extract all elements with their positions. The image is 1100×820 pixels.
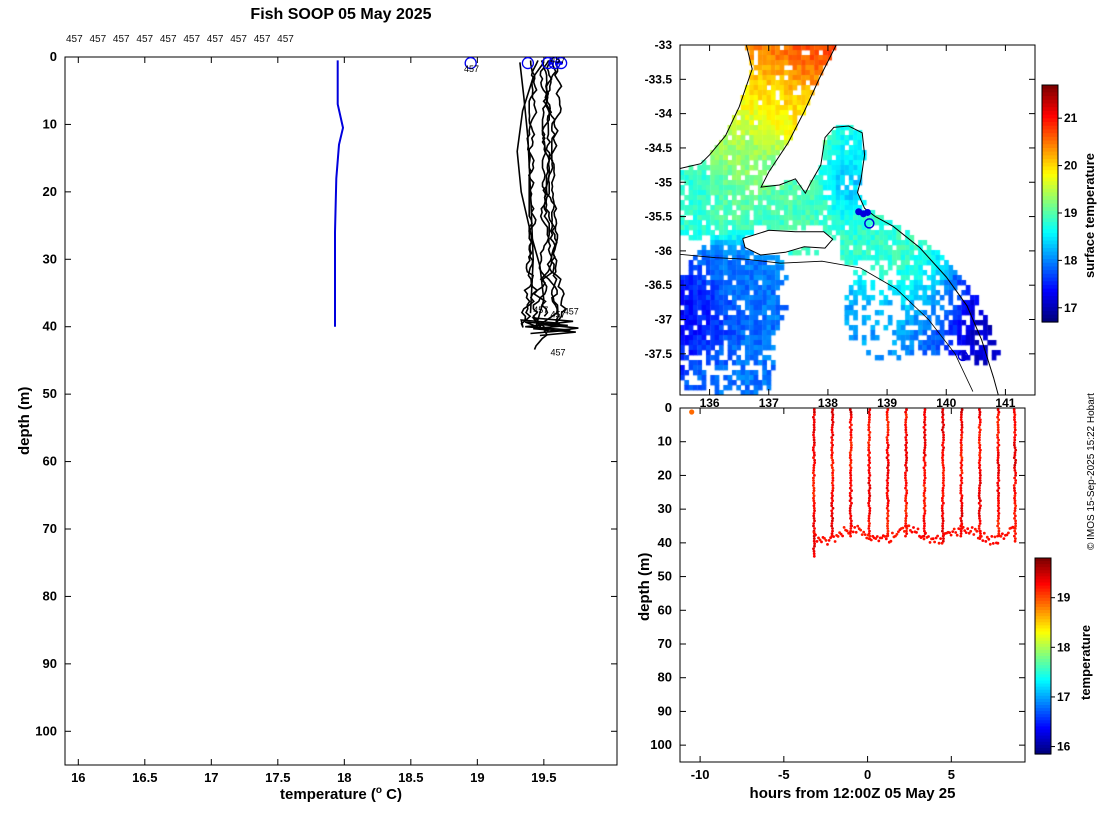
sst-raster-canvas <box>680 45 1035 395</box>
svg-text:457: 457 <box>464 64 479 74</box>
svg-text:16: 16 <box>71 770 85 785</box>
svg-text:60: 60 <box>43 454 57 469</box>
svg-text:100: 100 <box>35 723 57 738</box>
svg-text:0: 0 <box>665 400 672 415</box>
svg-text:137: 137 <box>759 396 779 410</box>
svg-text:70: 70 <box>658 636 672 651</box>
time-plot-ylabel: depth (m) <box>636 552 653 621</box>
svg-text:17.5: 17.5 <box>265 770 290 785</box>
svg-text:457: 457 <box>550 309 565 319</box>
svg-text:70: 70 <box>43 521 57 536</box>
svg-text:-33: -33 <box>655 38 673 52</box>
svg-text:50: 50 <box>43 386 57 401</box>
svg-text:457: 457 <box>550 55 565 65</box>
svg-text:20: 20 <box>658 467 672 482</box>
svg-text:-34.5: -34.5 <box>645 141 673 155</box>
time-plot-xlabel: hours from 12:00Z 05 May 25 <box>749 785 956 802</box>
xlabel-text-pre: temperature ( <box>280 786 376 803</box>
svg-text:5: 5 <box>948 767 955 782</box>
svg-text:21: 21 <box>1064 111 1078 125</box>
svg-text:90: 90 <box>658 703 672 718</box>
sst-colorbar-label: surface temperature <box>1082 153 1097 278</box>
svg-text:-37: -37 <box>655 313 673 327</box>
svg-text:136: 136 <box>700 396 720 410</box>
svg-text:90: 90 <box>43 656 57 671</box>
svg-text:140: 140 <box>936 396 956 410</box>
xlabel-text-post: C) <box>381 786 402 803</box>
svg-text:20: 20 <box>43 184 57 199</box>
svg-text:457: 457 <box>533 305 548 315</box>
svg-text:10: 10 <box>43 116 57 131</box>
svg-text:18: 18 <box>1057 640 1071 654</box>
svg-text:40: 40 <box>43 319 57 334</box>
svg-text:0: 0 <box>50 49 57 64</box>
svg-text:16: 16 <box>1057 740 1071 754</box>
svg-text:-37.5: -37.5 <box>645 347 673 361</box>
svg-text:30: 30 <box>43 251 57 266</box>
svg-text:-36.5: -36.5 <box>645 278 673 292</box>
svg-text:18.5: 18.5 <box>398 770 423 785</box>
svg-text:-33.5: -33.5 <box>645 72 673 86</box>
svg-text:19: 19 <box>470 770 484 785</box>
svg-text:19.5: 19.5 <box>531 770 556 785</box>
svg-text:18: 18 <box>337 770 351 785</box>
degree-superscript: o <box>375 785 382 796</box>
temperature-colorbar: 16 17 18 19 <box>1034 557 1071 755</box>
left-plot-xlabel: temperature (o C) <box>65 785 617 803</box>
svg-text:141: 141 <box>995 396 1015 410</box>
svg-text:-10: -10 <box>691 767 710 782</box>
svg-text:30: 30 <box>658 501 672 516</box>
figure-title: Fish SOOP 05 May 2025 <box>250 6 432 23</box>
svg-text:16.5: 16.5 <box>132 770 157 785</box>
profile-count-labels: 457 457 457 457 457 457 457 457 457 457 <box>66 34 294 45</box>
svg-text:17: 17 <box>1064 301 1078 315</box>
svg-text:50: 50 <box>658 569 672 584</box>
sst-map-plot: 136 137 138 139 140 141 -33 -33.5 -34 -34.5 -35 -35… <box>645 38 1036 410</box>
svg-text:138: 138 <box>818 396 838 410</box>
svg-text:10: 10 <box>658 434 672 449</box>
svg-text:-35.5: -35.5 <box>645 210 673 224</box>
svg-text:-36: -36 <box>655 244 673 258</box>
svg-text:20: 20 <box>1064 159 1078 173</box>
svg-text:19: 19 <box>1057 591 1071 605</box>
svg-text:457: 457 <box>564 307 579 317</box>
imos-copyright: © IMOS 15-Sep-2025 15:22 Hobart <box>1086 393 1097 550</box>
svg-text:139: 139 <box>877 396 897 410</box>
svg-text:-34: -34 <box>655 107 673 121</box>
svg-text:40: 40 <box>658 535 672 550</box>
svg-text:-35: -35 <box>655 175 673 189</box>
svg-text:17: 17 <box>204 770 218 785</box>
temperature-colorbar-label: temperature <box>1078 624 1093 700</box>
svg-text:0: 0 <box>864 767 871 782</box>
sst-colorbar: 17 18 19 20 21 <box>1041 84 1078 323</box>
svg-text:80: 80 <box>658 670 672 685</box>
svg-text:100: 100 <box>650 737 672 752</box>
svg-text:19: 19 <box>1064 206 1078 220</box>
svg-text:17: 17 <box>1057 690 1071 704</box>
left-plot-ylabel: depth (m) <box>16 386 33 455</box>
svg-text:457: 457 <box>550 348 565 358</box>
svg-text:-5: -5 <box>778 767 790 782</box>
svg-text:80: 80 <box>43 588 57 603</box>
temperature-profile-plot: 16 16.5 17 17.5 18 18.5 19 19.5 0 10 20 30 40 50 60 70 8… <box>35 49 618 785</box>
svg-text:60: 60 <box>658 602 672 617</box>
svg-text:18: 18 <box>1064 253 1078 267</box>
